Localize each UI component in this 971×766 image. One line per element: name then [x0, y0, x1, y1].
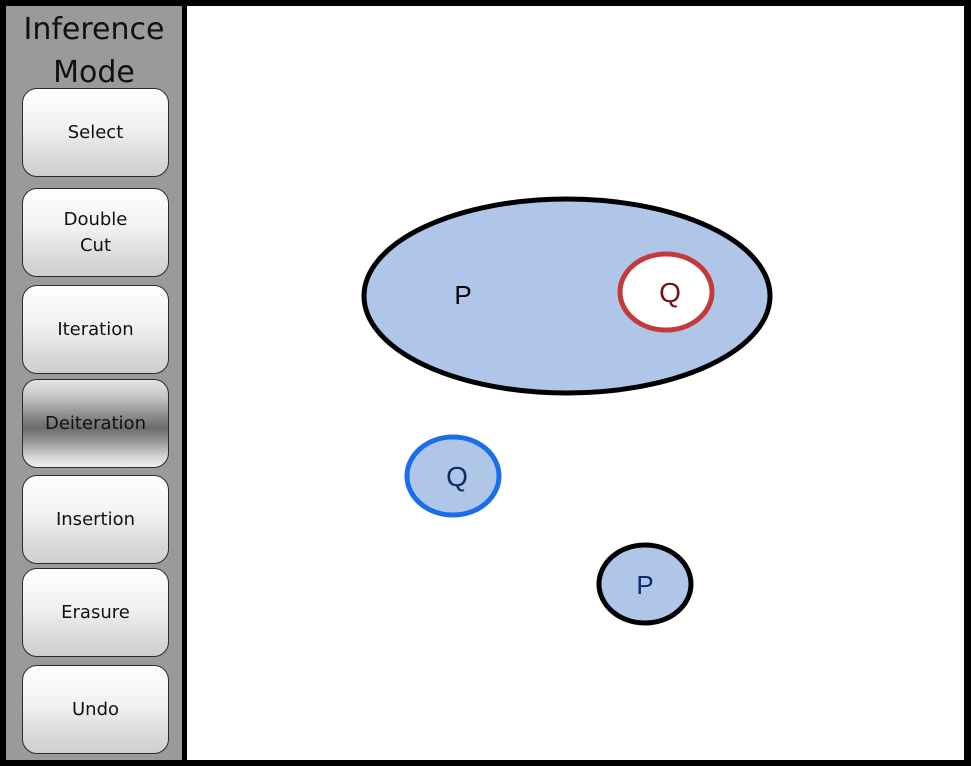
standalone-p-cut[interactable] — [596, 542, 694, 626]
deiteration-button[interactable]: Deiteration — [22, 379, 169, 468]
standalone-q-letter: Q — [446, 461, 468, 492]
insertion-button[interactable]: Insertion — [22, 475, 169, 564]
standalone-q-cut[interactable] — [404, 434, 502, 518]
erasure-button[interactable]: Erasure — [22, 568, 169, 657]
nested-q-cut[interactable] — [617, 251, 715, 333]
outer-cut[interactable] — [361, 196, 773, 396]
sidebar-title: Inference Mode — [23, 12, 165, 90]
nested-cut-letter: Q — [659, 277, 681, 308]
double-cut-button[interactable]: Double Cut — [22, 188, 169, 277]
outer-cut-letter: P — [454, 280, 471, 310]
undo-button[interactable]: Undo — [22, 665, 169, 754]
iteration-button[interactable]: Iteration — [22, 285, 169, 374]
select-button[interactable]: Select — [22, 88, 169, 177]
canvas-drawing: P Q Q P — [361, 196, 773, 626]
standalone-p-letter: P — [636, 570, 653, 600]
inference-sidebar: Inference Mode Select Double Cut Iterati… — [6, 6, 182, 760]
graph-canvas[interactable]: P Q Q P — [187, 6, 964, 760]
